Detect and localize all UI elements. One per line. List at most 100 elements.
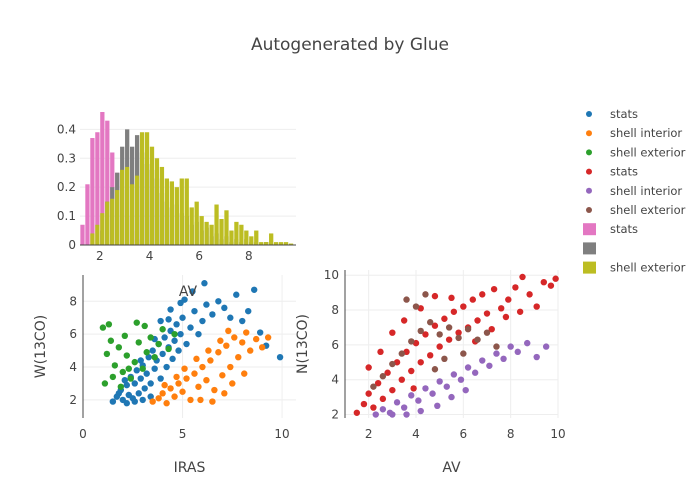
- hist-bar[interactable]: [269, 233, 274, 245]
- hist-bar[interactable]: [134, 175, 140, 245]
- left-scatter-point[interactable]: [171, 393, 178, 400]
- left-scatter-point[interactable]: [115, 344, 123, 351]
- right-scatter-point[interactable]: [384, 369, 391, 376]
- left-scatter-point[interactable]: [149, 398, 156, 405]
- left-scatter-point[interactable]: [227, 314, 234, 321]
- left-scatter-point[interactable]: [141, 385, 148, 392]
- right-scatter-point[interactable]: [479, 291, 486, 298]
- left-scatter-point[interactable]: [101, 380, 109, 387]
- left-scatter-point[interactable]: [155, 395, 162, 402]
- right-scatter-point[interactable]: [516, 308, 524, 315]
- right-scatter-point[interactable]: [389, 411, 396, 418]
- left-scatter-point[interactable]: [161, 381, 168, 389]
- left-scatter-point[interactable]: [117, 383, 125, 390]
- hist-bar[interactable]: [214, 204, 219, 245]
- right-scatter-point[interactable]: [502, 313, 510, 321]
- right-scatter-point[interactable]: [379, 406, 387, 413]
- left-scatter-point[interactable]: [199, 363, 206, 371]
- right-scatter-point[interactable]: [455, 329, 462, 336]
- left-scatter-point[interactable]: [207, 357, 214, 364]
- hist-bar[interactable]: [149, 146, 155, 245]
- right-scatter-point[interactable]: [379, 395, 387, 403]
- right-scatter-point[interactable]: [448, 294, 455, 302]
- left-scatter-point[interactable]: [131, 358, 138, 366]
- right-scatter-point[interactable]: [490, 285, 498, 293]
- right-scatter-point[interactable]: [422, 385, 429, 392]
- left-scatter-point[interactable]: [229, 380, 236, 387]
- right-scatter-point[interactable]: [448, 393, 455, 401]
- right-scatter-point[interactable]: [429, 390, 436, 397]
- left-scatter-point[interactable]: [171, 337, 178, 344]
- left-scatter-point[interactable]: [221, 304, 228, 312]
- left-scatter-point[interactable]: [171, 330, 178, 338]
- right-scatter-point[interactable]: [353, 409, 361, 416]
- hist-bar[interactable]: [254, 230, 259, 245]
- left-scatter-point[interactable]: [276, 353, 284, 361]
- left-scatter-point[interactable]: [199, 317, 206, 325]
- right-scatter-point[interactable]: [417, 359, 424, 366]
- right-scatter-point[interactable]: [408, 392, 415, 399]
- left-scatter-point[interactable]: [167, 306, 174, 313]
- right-scatter-point[interactable]: [379, 373, 387, 380]
- right-scatter-point[interactable]: [441, 355, 448, 362]
- legend-item[interactable]: stats: [583, 222, 638, 236]
- right-scatter-point[interactable]: [471, 369, 479, 376]
- right-scatter-point[interactable]: [479, 357, 486, 364]
- left-scatter-point[interactable]: [211, 386, 218, 394]
- left-scatter-point[interactable]: [203, 376, 210, 384]
- left-scatter-point[interactable]: [147, 380, 154, 387]
- left-scatter-point[interactable]: [107, 337, 115, 344]
- left-scatter-point[interactable]: [243, 329, 250, 336]
- right-scatter-point[interactable]: [533, 353, 540, 361]
- left-scatter-point[interactable]: [209, 398, 216, 405]
- left-scatter-point[interactable]: [215, 298, 222, 305]
- right-scatter-point[interactable]: [445, 324, 453, 331]
- left-scatter-point[interactable]: [227, 363, 234, 371]
- left-scatter-point[interactable]: [241, 370, 248, 377]
- legend-item[interactable]: shell interior: [586, 184, 682, 198]
- left-scatter-point[interactable]: [151, 353, 158, 361]
- right-scatter-point[interactable]: [460, 350, 467, 357]
- left-scatter-point[interactable]: [231, 334, 238, 341]
- hist-bar[interactable]: [164, 178, 170, 246]
- right-scatter-point[interactable]: [412, 303, 420, 310]
- right-scatter-point[interactable]: [542, 343, 550, 350]
- right-scatter-point[interactable]: [552, 275, 559, 282]
- left-scatter-point[interactable]: [147, 334, 154, 341]
- right-scatter-point[interactable]: [374, 379, 382, 387]
- left-scatter-point[interactable]: [197, 396, 204, 404]
- right-scatter-point[interactable]: [493, 343, 500, 350]
- right-scatter-point[interactable]: [486, 362, 493, 369]
- right-scatter-point[interactable]: [389, 329, 396, 336]
- left-scatter-point[interactable]: [157, 375, 164, 382]
- left-scatter-point[interactable]: [147, 393, 154, 400]
- left-scatter-point[interactable]: [139, 396, 146, 404]
- left-scatter-point[interactable]: [195, 330, 202, 338]
- left-scatter-point[interactable]: [115, 390, 123, 397]
- right-scatter-point[interactable]: [403, 296, 410, 303]
- hist-bar[interactable]: [139, 132, 145, 245]
- right-scatter-point[interactable]: [434, 402, 441, 410]
- left-scatter-point[interactable]: [215, 349, 222, 356]
- right-scatter-point[interactable]: [505, 296, 512, 303]
- left-scatter-point[interactable]: [99, 324, 107, 331]
- right-scatter-point[interactable]: [519, 273, 526, 281]
- hist-bar[interactable]: [95, 224, 100, 245]
- left-scatter-point[interactable]: [247, 347, 254, 354]
- left-scatter-point[interactable]: [131, 380, 138, 387]
- hist-bar[interactable]: [100, 112, 105, 245]
- right-scatter-point[interactable]: [443, 383, 450, 390]
- left-scatter-point[interactable]: [239, 339, 246, 346]
- right-scatter-point[interactable]: [460, 303, 467, 310]
- left-scatter-point[interactable]: [252, 335, 260, 343]
- right-scatter-point[interactable]: [507, 343, 514, 350]
- left-scatter-point[interactable]: [175, 347, 182, 354]
- hist-bar[interactable]: [105, 120, 110, 245]
- hist-bar[interactable]: [169, 181, 174, 245]
- right-scatter-point[interactable]: [377, 348, 384, 356]
- hist-bar[interactable]: [204, 221, 209, 245]
- hist-bar[interactable]: [189, 207, 194, 245]
- right-scatter-point[interactable]: [431, 322, 439, 329]
- left-scatter-point[interactable]: [121, 376, 129, 384]
- right-scatter-point[interactable]: [427, 319, 434, 326]
